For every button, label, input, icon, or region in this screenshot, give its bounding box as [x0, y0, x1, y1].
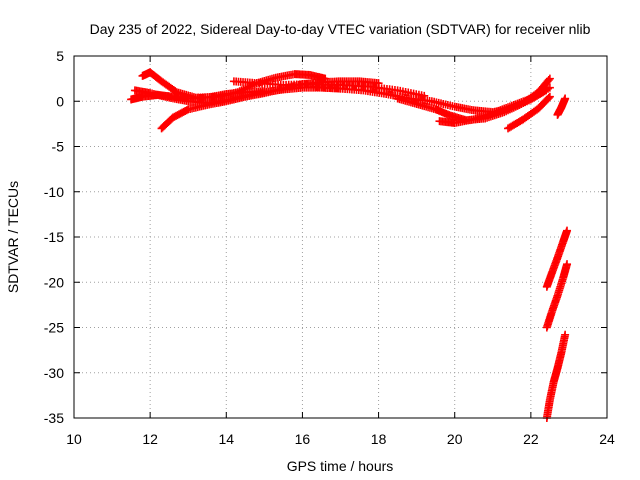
data-point: [260, 87, 269, 96]
x-tick-label: 18: [371, 431, 387, 447]
y-tick-label: -5: [52, 139, 65, 155]
data-point: [544, 93, 553, 102]
data-point: [545, 83, 554, 92]
y-tick-label: -25: [44, 320, 64, 336]
series-arc-13: [542, 330, 570, 422]
x-tick-label: 22: [523, 431, 539, 447]
data-points: [127, 68, 572, 422]
series-arc-8: [435, 83, 554, 127]
series-arc-10: [553, 94, 570, 119]
y-tick-label: -10: [44, 184, 64, 200]
data-point: [563, 260, 572, 269]
y-tick-label: 5: [56, 48, 64, 64]
data-point: [561, 94, 570, 103]
y-tick-label: 0: [56, 93, 64, 109]
x-tick-label: 20: [447, 431, 463, 447]
data-point: [561, 330, 570, 339]
chart-title: Day 235 of 2022, Sidereal Day-to-day VTE…: [90, 21, 591, 37]
data-point: [545, 74, 554, 83]
series-arc-11: [542, 226, 572, 291]
x-tick-label: 10: [66, 431, 82, 447]
data-point: [563, 226, 572, 235]
y-tick-label: -30: [44, 365, 64, 381]
data-point: [544, 75, 553, 84]
y-tick-label: -20: [44, 274, 64, 290]
y-axis-label: SDTVAR / TECUs: [5, 181, 21, 293]
series-arc-12: [542, 260, 572, 332]
series-arc-4: [127, 87, 269, 104]
x-axis-label: GPS time / hours: [287, 458, 394, 474]
x-tick-label: 16: [295, 431, 311, 447]
x-tick-label: 12: [142, 431, 158, 447]
series-arc-9: [504, 92, 554, 133]
data-point: [545, 92, 554, 101]
y-tick-label: -15: [44, 229, 64, 245]
x-tick-label: 24: [599, 431, 615, 447]
y-tick-label: -35: [44, 410, 64, 426]
axis-ticks: 10 12 14 16 18 20 22 24 5 0 -5 -10 -15 -20 -25 -30 -35: [44, 48, 615, 447]
plot-frame: [73, 55, 608, 419]
x-tick-label: 14: [218, 431, 234, 447]
